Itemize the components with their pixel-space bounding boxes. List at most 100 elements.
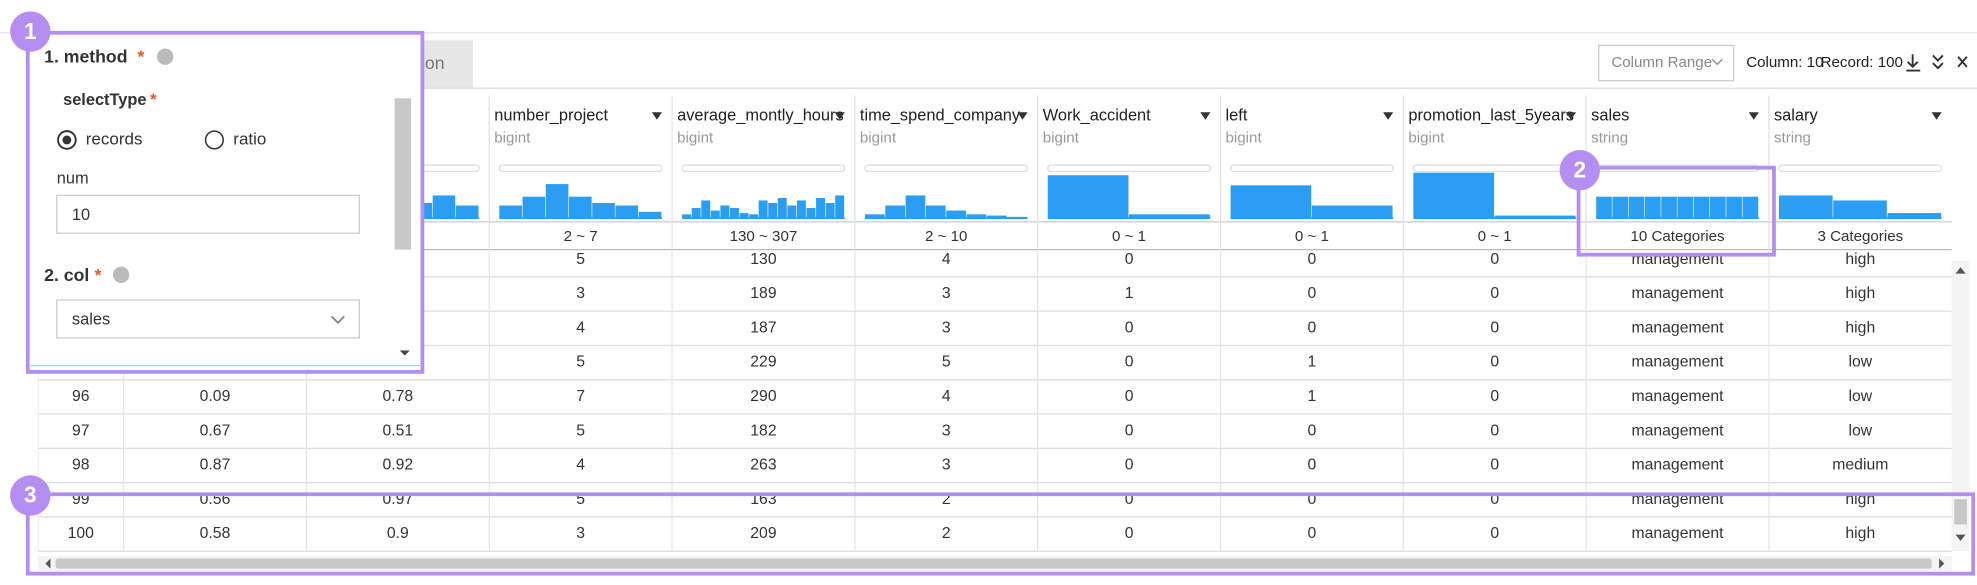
cell: 3 <box>942 319 951 336</box>
cell: management <box>1632 354 1725 371</box>
histogram-bar <box>1628 196 1645 219</box>
cell: 2 <box>942 491 951 508</box>
annotation-badge <box>10 475 51 516</box>
chevron <box>1711 58 1723 66</box>
radio-dot <box>62 135 72 145</box>
chevron <box>330 315 345 325</box>
panel-scroll-thumb[interactable] <box>394 98 412 250</box>
cell: 96 <box>72 388 90 405</box>
histogram-bar <box>720 205 730 219</box>
cell: 0 <box>1490 388 1499 405</box>
annotation-badge <box>10 11 51 52</box>
histogram-bar <box>825 202 835 219</box>
column-menu[interactable] <box>1931 112 1942 120</box>
cell: 3 <box>576 285 585 302</box>
cell: 263 <box>750 457 777 474</box>
column-range: 0 ~ 1 <box>1112 228 1146 245</box>
v-scroll-thumb[interactable] <box>1954 499 1967 525</box>
histogram-bar <box>768 202 778 219</box>
radio-ratio[interactable] <box>204 130 224 150</box>
cell: high <box>1845 251 1875 268</box>
download-icon[interactable] <box>1906 54 1921 72</box>
column-menu[interactable] <box>651 112 662 120</box>
highlight-box <box>1576 165 1776 257</box>
col-value: sales <box>72 311 110 329</box>
cell: 0 <box>1308 491 1317 508</box>
collapse-icon[interactable] <box>1932 54 1944 70</box>
cell: management <box>1632 388 1725 405</box>
column-type: string <box>1591 130 1628 147</box>
column-menu[interactable] <box>1565 112 1577 120</box>
column-name: number_project <box>494 106 608 124</box>
cell: 209 <box>750 525 777 542</box>
cell: 0.78 <box>382 388 413 405</box>
v-scrollbar[interactable] <box>1951 260 1970 551</box>
num-label: num <box>57 169 89 187</box>
column-menu[interactable] <box>834 112 845 120</box>
required-mark: * <box>137 47 144 67</box>
histogram-bar <box>701 200 711 219</box>
cell: 0.09 <box>200 388 231 405</box>
cell: 0 <box>1308 525 1317 542</box>
cell: 0 <box>1490 285 1499 302</box>
histogram-bar <box>682 214 692 219</box>
column-range: 3 Categories <box>1817 228 1903 245</box>
histogram-bar <box>749 214 759 219</box>
num-input[interactable] <box>56 194 361 234</box>
info-icon[interactable] <box>112 266 130 284</box>
column-type: bigint <box>1226 130 1263 147</box>
range-slider <box>864 164 1029 173</box>
histogram-bar <box>1779 195 1833 219</box>
cell: 0.92 <box>382 457 413 474</box>
info-icon[interactable] <box>157 48 174 65</box>
column-menu[interactable] <box>1017 112 1028 120</box>
cell: 1 <box>1308 354 1317 371</box>
cell: 5 <box>576 251 585 268</box>
cell: 3 <box>942 457 951 474</box>
annotation-number: 2 <box>1573 156 1586 182</box>
column-menu[interactable] <box>1200 112 1211 120</box>
histogram-bar <box>1612 196 1629 219</box>
range-slider <box>1047 164 1212 173</box>
histogram-bar <box>455 205 479 219</box>
tab-label: on <box>425 53 445 73</box>
required-mark: * <box>95 265 102 285</box>
histogram-bar <box>966 214 987 219</box>
histogram-bar <box>1494 215 1576 219</box>
cell: high <box>1845 319 1875 336</box>
cell: 0.67 <box>200 422 231 439</box>
required-mark: * <box>150 91 157 109</box>
cell: management <box>1632 457 1725 474</box>
histogram-bar <box>592 202 615 219</box>
option-records: records <box>86 129 143 148</box>
cell: 0 <box>1490 422 1499 439</box>
column-range: 0 ~ 1 <box>1295 228 1329 245</box>
cell: 4 <box>576 319 585 336</box>
histogram-bar <box>1644 196 1661 219</box>
histogram-bar <box>432 195 456 219</box>
column-range-select[interactable] <box>1598 44 1735 82</box>
close-icon[interactable] <box>1957 56 1968 68</box>
cell: 5 <box>576 354 585 371</box>
cell: 189 <box>750 285 777 302</box>
column-menu[interactable] <box>1383 112 1394 120</box>
histogram-bar <box>739 213 749 219</box>
cell: 0 <box>1125 388 1134 405</box>
cell: 0 <box>1125 319 1134 336</box>
cell: 229 <box>750 354 777 371</box>
histogram-bar <box>729 208 739 219</box>
column-menu[interactable] <box>1748 112 1759 120</box>
option-ratio: ratio <box>233 129 266 148</box>
column-type: bigint <box>1408 130 1445 147</box>
col-select[interactable] <box>56 299 361 339</box>
column-name: promotion_last_5years <box>1408 106 1574 124</box>
histogram-bar <box>758 200 768 219</box>
histogram-bar <box>816 197 826 219</box>
histogram-bar <box>946 210 966 219</box>
cell: 3 <box>942 285 951 302</box>
column-type: string <box>1774 130 1811 147</box>
cell: 5 <box>576 422 585 439</box>
cell: management <box>1632 422 1725 439</box>
h-scroll-thumb[interactable] <box>55 558 1932 569</box>
column-name: left <box>1226 106 1248 124</box>
